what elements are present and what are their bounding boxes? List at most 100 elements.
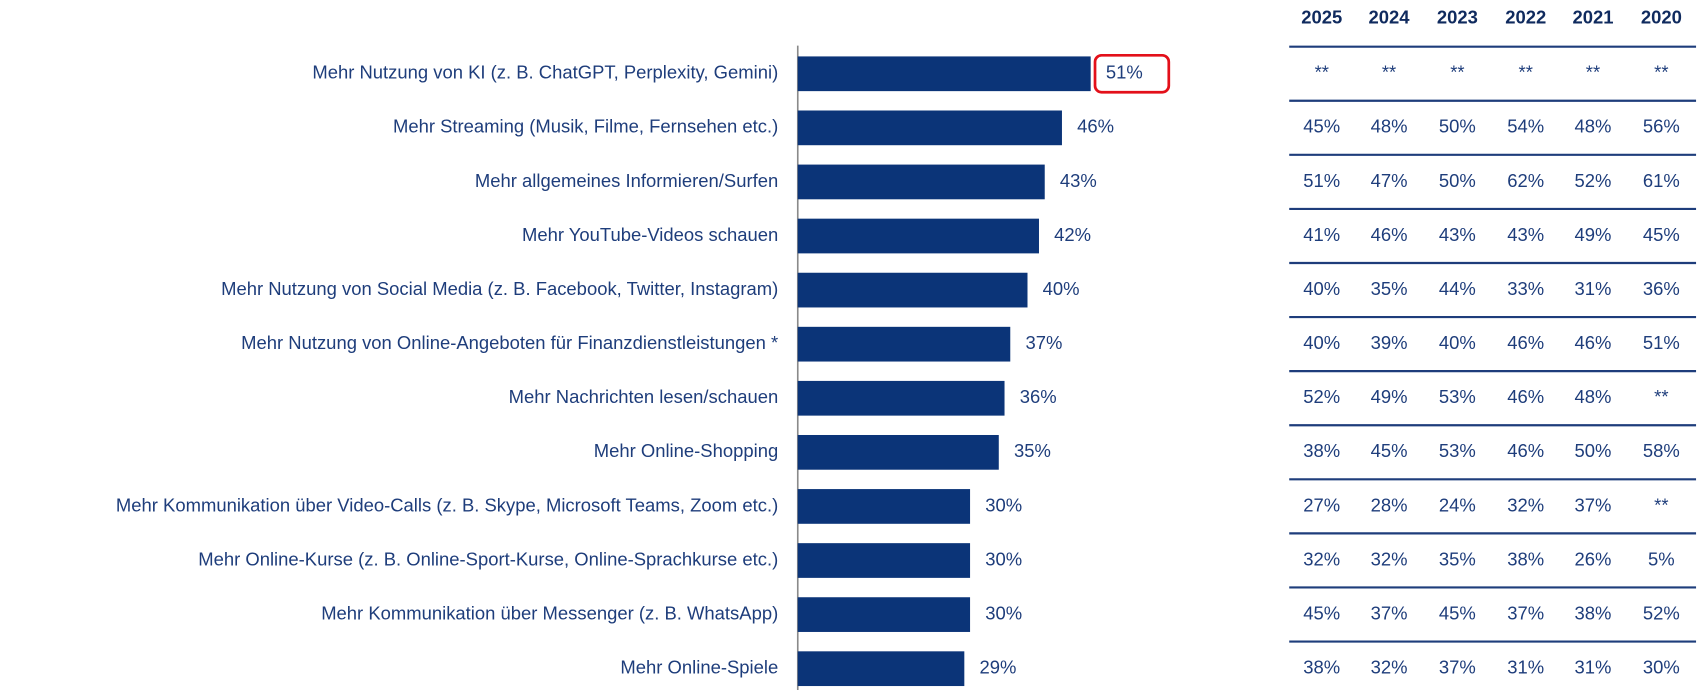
category-label: Mehr Nachrichten lesen/schauen	[509, 386, 779, 407]
table-cell: 32%	[1371, 657, 1408, 678]
table-cell: 46%	[1507, 386, 1544, 407]
table-cell: 43%	[1507, 224, 1544, 245]
bar	[797, 489, 971, 524]
table-cell: 26%	[1575, 548, 1612, 569]
table-cell: 38%	[1507, 548, 1544, 569]
table-cell: 30%	[1643, 657, 1680, 678]
table-cell: 40%	[1303, 278, 1340, 299]
table-cell: 62%	[1507, 170, 1544, 191]
table-cell: 49%	[1575, 224, 1612, 245]
table-cell: 38%	[1575, 602, 1612, 623]
table-cell: **	[1654, 494, 1668, 515]
table-cell: 50%	[1439, 116, 1476, 137]
table-cell: 53%	[1439, 386, 1476, 407]
bar	[797, 651, 965, 687]
table-cell: 32%	[1303, 548, 1340, 569]
bar	[797, 164, 1045, 200]
table-cell: 56%	[1643, 116, 1680, 137]
table-cell: 39%	[1371, 332, 1408, 353]
column-header: 2025	[1301, 6, 1342, 27]
table-cell: 40%	[1303, 332, 1340, 353]
bar	[797, 326, 1011, 362]
table-cell: **	[1315, 62, 1329, 83]
value-label: 36%	[1020, 386, 1057, 407]
table-cell: 51%	[1643, 332, 1680, 353]
category-label: Mehr Streaming (Musik, Filme, Fernsehen …	[393, 116, 778, 137]
bar	[797, 272, 1028, 308]
value-label: 51%	[1106, 62, 1143, 83]
table-cell: 45%	[1371, 440, 1408, 461]
category-label: Mehr Kommunikation über Video-Calls (z. …	[116, 494, 778, 515]
table-cell: 61%	[1643, 170, 1680, 191]
value-label: 46%	[1077, 116, 1114, 137]
highlight-box	[1093, 53, 1171, 94]
table-cell: 53%	[1439, 440, 1476, 461]
column-header: 2020	[1641, 6, 1682, 27]
category-label: Mehr Nutzung von KI (z. B. ChatGPT, Perp…	[312, 62, 778, 83]
table-cell: 50%	[1575, 440, 1612, 461]
table-cell: 45%	[1643, 224, 1680, 245]
bar	[797, 218, 1039, 254]
table-cell: 28%	[1371, 494, 1408, 515]
bar	[797, 597, 971, 632]
table-cell: 49%	[1371, 386, 1408, 407]
bar	[797, 543, 971, 578]
table-cell: 46%	[1507, 332, 1544, 353]
table-cell: 45%	[1439, 602, 1476, 623]
table-cell: 32%	[1507, 494, 1544, 515]
table-cell: 43%	[1439, 224, 1476, 245]
table-cell: 52%	[1643, 602, 1680, 623]
category-label: Mehr Online-Shopping	[594, 440, 778, 461]
table-cell: 31%	[1507, 657, 1544, 678]
column-header: 2021	[1572, 6, 1613, 27]
value-label: 30%	[985, 602, 1022, 623]
category-label: Mehr YouTube-Videos schauen	[522, 224, 778, 245]
table-cell: 32%	[1371, 548, 1408, 569]
table-cell: 27%	[1303, 494, 1340, 515]
table-cell: 48%	[1575, 116, 1612, 137]
table-cell: 46%	[1507, 440, 1544, 461]
value-label: 30%	[985, 494, 1022, 515]
bar	[797, 56, 1091, 92]
table-cell: 33%	[1507, 278, 1544, 299]
category-label: Mehr Nutzung von Online-Angeboten für Fi…	[241, 332, 778, 353]
table-cell: **	[1519, 62, 1533, 83]
table-cell: 40%	[1439, 332, 1476, 353]
table-cell: 45%	[1303, 116, 1340, 137]
table-cell: 51%	[1303, 170, 1340, 191]
category-label: Mehr allgemeines Informieren/Surfen	[475, 170, 778, 191]
table-cell: 52%	[1303, 386, 1340, 407]
table-cell: **	[1654, 62, 1668, 83]
table-cell: 24%	[1439, 494, 1476, 515]
table-cell: 48%	[1575, 386, 1612, 407]
table-cell: 54%	[1507, 116, 1544, 137]
table-cell: 36%	[1643, 278, 1680, 299]
table-cell: 58%	[1643, 440, 1680, 461]
table-cell: 35%	[1371, 278, 1408, 299]
table-cell: 37%	[1371, 602, 1408, 623]
table-cell: 45%	[1303, 602, 1340, 623]
value-label: 30%	[985, 548, 1022, 569]
table-cell: 44%	[1439, 278, 1476, 299]
table-cell: **	[1586, 62, 1600, 83]
table-cell: 38%	[1303, 440, 1340, 461]
value-label: 40%	[1043, 278, 1080, 299]
table-cell: 35%	[1439, 548, 1476, 569]
bar	[797, 434, 999, 470]
column-header: 2024	[1369, 6, 1411, 27]
table-cell: 48%	[1371, 116, 1408, 137]
column-header: 2022	[1505, 6, 1546, 27]
table-cell: 37%	[1439, 657, 1476, 678]
table-cell: **	[1450, 62, 1464, 83]
table-cell: **	[1654, 386, 1668, 407]
value-label: 37%	[1025, 332, 1062, 353]
table-cell: 37%	[1575, 494, 1612, 515]
category-label: Mehr Online-Spiele	[620, 657, 778, 678]
category-label: Mehr Nutzung von Social Media (z. B. Fac…	[221, 278, 778, 299]
category-label: Mehr Online-Kurse (z. B. Online-Sport-Ku…	[198, 548, 778, 569]
bar	[797, 110, 1062, 146]
table-cell: 46%	[1371, 224, 1408, 245]
table-cell: **	[1382, 62, 1396, 83]
value-label: 35%	[1014, 440, 1051, 461]
